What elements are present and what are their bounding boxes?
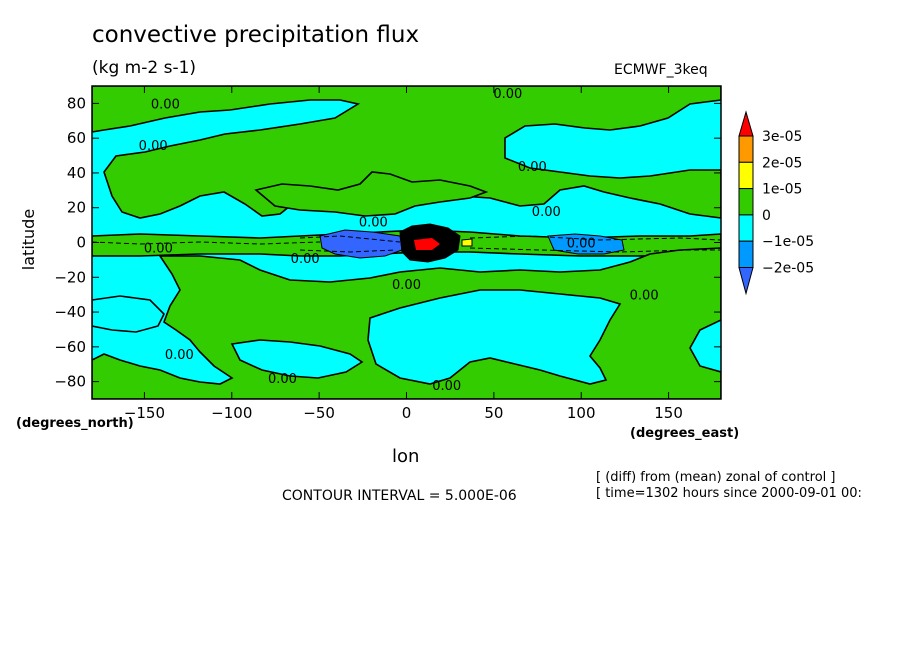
contour-label: 0.00 — [493, 87, 522, 102]
contour-label: 0.00 — [359, 216, 388, 231]
blue-region-indian — [547, 233, 625, 255]
y-tick-label: 20 — [67, 199, 86, 217]
contour-label: 0.00 — [139, 139, 168, 154]
green-region-midlat-north — [254, 171, 489, 217]
y-tick-label: −20 — [54, 268, 86, 286]
y-tick-label: 60 — [67, 129, 86, 147]
cyan-region-south-c — [92, 295, 165, 333]
y-tick-label: 0 — [76, 234, 86, 252]
yellow-core — [461, 238, 473, 247]
x-tick-label: −100 — [211, 404, 252, 422]
colorbar-segment — [738, 214, 754, 242]
x-axis-label: lon — [392, 446, 420, 467]
contour-labels: 0.00 0.00 0.00 0.00 0.00 0.00 0.00 0.00 0.00 0.00… — [139, 87, 659, 394]
y-tick-label: 40 — [67, 164, 86, 182]
contour-label: 0.00 — [518, 160, 547, 175]
colorbar-label: 1e-05 — [762, 182, 802, 198]
y-tick-label: 80 — [67, 94, 86, 112]
y-tick-label: −40 — [54, 303, 86, 321]
y-tick-label: −80 — [54, 373, 86, 391]
colorbar-label: −1e-05 — [762, 234, 814, 250]
colorbar-top-arrow — [738, 110, 754, 137]
colorbar-label: 0 — [762, 208, 771, 224]
dashed-negative-contours — [92, 235, 721, 253]
contour-label: 0.00 — [268, 372, 297, 387]
x-tick-label: 0 — [402, 404, 412, 422]
cyan-region-south-a — [367, 289, 622, 385]
colorbar-bottom-arrow — [738, 267, 754, 296]
red-core — [414, 238, 440, 250]
chart-units: (kg m-2 s-1) — [92, 58, 197, 78]
colorbar-label: −2e-05 — [762, 261, 814, 277]
x-tick-label: −50 — [303, 404, 335, 422]
x-axis-unit: (degrees_east) — [630, 426, 740, 441]
cyan-region-south-b — [230, 339, 364, 379]
x-tick-label: 50 — [484, 404, 503, 422]
contour-label: 0.00 — [165, 348, 194, 363]
contour-label: 0.00 — [151, 97, 180, 112]
axis-ticks: −150 −100 −50 0 50 100 150 −80 −60 −40 −20 0 20 40 60 8… — [54, 86, 721, 422]
y-axis-unit: (degrees_north) — [16, 416, 134, 431]
x-tick-label: 150 — [654, 404, 683, 422]
colorbar-label: 3e-05 — [762, 129, 802, 145]
colorbar-segment — [738, 240, 754, 268]
contour-label: 0.00 — [392, 278, 421, 293]
x-tick-label: 100 — [567, 404, 596, 422]
note-diff: [ (diff) from (mean) zonal of control ] — [596, 470, 836, 485]
contour-label: 0.00 — [630, 289, 659, 304]
contour-interval: CONTOUR INTERVAL = 5.000E-06 — [282, 488, 517, 504]
dataset-label: ECMWF_3keq — [614, 62, 708, 78]
contour-label: 0.00 — [291, 252, 320, 267]
contour-label: 0.00 — [532, 205, 561, 220]
note-time: [ time=1302 hours since 2000-09-01 00: — [596, 486, 862, 501]
colorbar: 3e-05 2e-05 1e-05 0 −1e-05 −2e-05 — [738, 110, 814, 296]
chart-title: convective precipitation flux — [92, 22, 420, 48]
colorbar-label: 2e-05 — [762, 155, 802, 171]
colorbar-segment — [738, 135, 754, 163]
contour-label: 0.00 — [567, 237, 596, 252]
contour-label: 0.00 — [144, 242, 173, 257]
x-tick-label: −150 — [124, 404, 165, 422]
plot-field — [92, 86, 721, 399]
y-tick-label: −60 — [54, 338, 86, 356]
contour-label: 0.00 — [432, 379, 461, 394]
colorbar-segment — [738, 161, 754, 190]
colorbar-segment — [738, 188, 754, 216]
